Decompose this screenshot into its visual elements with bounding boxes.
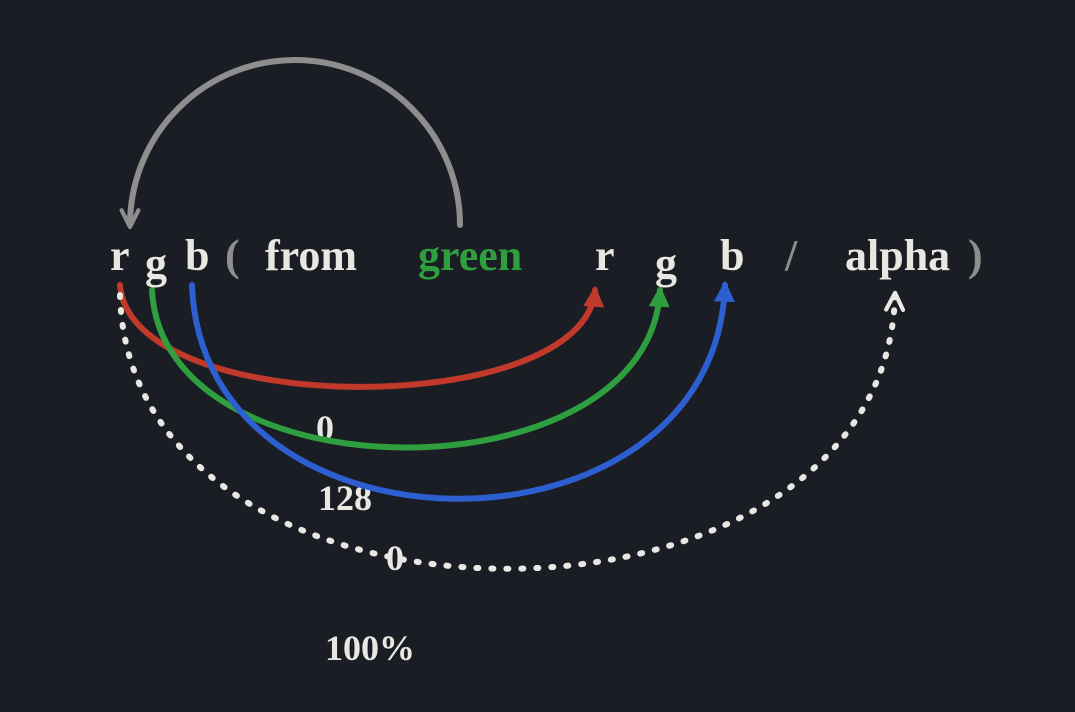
arc-b bbox=[192, 285, 725, 499]
token-r1: r bbox=[110, 231, 130, 280]
token-lparen: ( bbox=[225, 231, 240, 280]
token-g1: g bbox=[145, 239, 167, 288]
token-green: green bbox=[418, 231, 522, 280]
arc-green-to-rgb bbox=[130, 60, 460, 225]
token-slash: / bbox=[784, 231, 798, 280]
diagram-canvas: 01280100%rgb(fromgreenrgb/alpha) bbox=[0, 0, 1075, 712]
token-from: from bbox=[265, 231, 357, 280]
token-b1: b bbox=[185, 231, 209, 280]
token-r2: r bbox=[595, 231, 615, 280]
arc-alpha bbox=[120, 295, 895, 569]
token-g2: g bbox=[655, 239, 677, 288]
value-label-alpha: 100% bbox=[325, 628, 415, 668]
token-rparen: ) bbox=[968, 231, 983, 280]
token-b2: b bbox=[720, 231, 744, 280]
token-alpha: alpha bbox=[845, 231, 950, 280]
